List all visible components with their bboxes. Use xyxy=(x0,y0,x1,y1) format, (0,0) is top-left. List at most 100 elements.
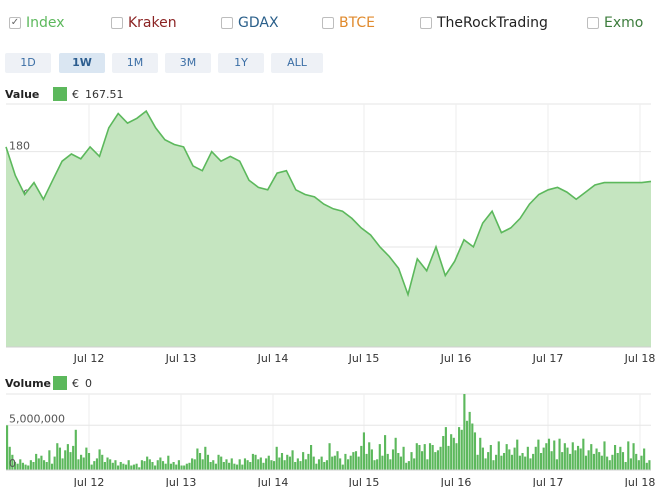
volume-bar xyxy=(77,459,80,470)
volume-bar xyxy=(632,443,635,470)
volume-bar xyxy=(27,465,30,470)
volume-bar xyxy=(516,439,519,470)
range-button-1m[interactable]: 1M xyxy=(112,53,158,73)
volume-bar xyxy=(175,464,178,470)
exchange-toggle-btce[interactable]: BTCE xyxy=(322,12,375,34)
volume-bar xyxy=(460,429,463,470)
volume-legend-title: Volume xyxy=(5,376,51,390)
volume-bar xyxy=(344,453,347,470)
volume-bar xyxy=(436,450,440,470)
volume-bar xyxy=(349,455,352,470)
volume-bar xyxy=(526,446,529,470)
volume-bar xyxy=(254,454,257,470)
range-button-1y[interactable]: 1Y xyxy=(218,53,264,73)
range-button-1d[interactable]: 1D xyxy=(5,53,51,73)
range-button-1w[interactable]: 1W xyxy=(59,53,105,73)
volume-bar xyxy=(296,458,299,470)
volume-legend-amount: 0 xyxy=(85,376,92,390)
volume-bar xyxy=(257,459,260,470)
volume-bar xyxy=(50,463,54,470)
checkbox-icon[interactable] xyxy=(111,17,123,29)
volume-bar xyxy=(103,462,106,470)
volume-legend-swatch xyxy=(53,376,67,390)
volume-bar xyxy=(320,456,323,470)
volume-bar xyxy=(169,463,173,470)
volume-bar xyxy=(518,455,521,470)
volume-bar xyxy=(95,458,99,470)
volume-bar xyxy=(542,447,545,470)
volume-bar xyxy=(143,461,146,470)
volume-bar xyxy=(130,465,133,470)
volume-legend-currency: € xyxy=(72,376,79,390)
checkbox-icon[interactable] xyxy=(322,17,334,29)
volume-bar xyxy=(563,443,566,470)
range-button-all[interactable]: ALL xyxy=(271,53,323,73)
volume-bar xyxy=(534,446,537,470)
volume-bar xyxy=(291,450,294,470)
exchange-toggle-therocktrading[interactable]: TheRockTrading xyxy=(420,12,548,34)
volume-bar xyxy=(80,454,83,470)
volume-bar xyxy=(35,453,38,470)
volume-bar xyxy=(159,457,162,470)
volume-bar xyxy=(613,445,617,470)
volume-bar xyxy=(595,448,598,470)
volume-bar xyxy=(127,460,130,470)
volume-bar xyxy=(603,441,606,470)
volume-bar xyxy=(48,450,51,470)
volume-bar xyxy=(550,451,553,470)
exchange-toggle-exmo[interactable]: Exmo xyxy=(587,12,643,34)
volume-bar xyxy=(193,459,196,470)
volume-bar xyxy=(360,445,363,470)
volume-bar xyxy=(616,453,619,470)
volume-bar xyxy=(373,460,376,470)
volume-bar xyxy=(228,462,231,470)
range-button-3m[interactable]: 3M xyxy=(165,53,211,73)
volume-bar xyxy=(275,446,278,470)
volume-bar xyxy=(323,462,326,470)
volume-bar xyxy=(286,454,289,470)
checkbox-checked-icon[interactable]: ✓ xyxy=(9,17,21,29)
volume-bar xyxy=(339,458,342,470)
volume-bar xyxy=(66,444,69,470)
exchange-label-kraken: Kraken xyxy=(128,15,177,31)
exchange-label-gdax: GDAX xyxy=(238,15,279,31)
volume-y-tick-label: 0 xyxy=(9,457,16,470)
volume-bar xyxy=(64,450,67,470)
checkbox-icon[interactable] xyxy=(221,17,233,29)
volume-bar xyxy=(161,461,165,470)
volume-bar xyxy=(87,453,91,470)
exchange-toggle-index[interactable]: ✓ Index xyxy=(9,12,65,34)
exchange-toggle-kraken[interactable]: Kraken xyxy=(111,12,177,34)
volume-bar xyxy=(611,454,614,470)
volume-bar xyxy=(11,454,14,470)
volume-bar xyxy=(471,423,474,470)
volume-bar xyxy=(243,458,247,470)
volume-bar xyxy=(246,460,249,470)
volume-bar xyxy=(82,457,85,470)
volume-bar xyxy=(196,448,199,470)
volume-bar xyxy=(394,437,397,470)
volume-bar xyxy=(465,420,469,470)
volume-bar xyxy=(389,459,392,470)
volume-bar xyxy=(627,441,630,470)
volume-bar xyxy=(452,437,455,470)
volume-bar xyxy=(368,442,371,470)
volume-bar xyxy=(191,458,194,470)
volume-bar xyxy=(648,460,651,470)
volume-bar xyxy=(117,465,120,470)
volume-bar xyxy=(122,463,125,470)
exchange-label-therocktrading: TheRockTrading xyxy=(437,15,548,31)
volume-bar xyxy=(180,465,183,470)
volume-bar xyxy=(381,455,384,470)
volume-bar xyxy=(590,444,593,470)
exchange-toggle-gdax[interactable]: GDAX xyxy=(221,12,279,34)
volume-bar xyxy=(619,446,622,470)
volume-bar xyxy=(600,455,603,470)
volume-bar xyxy=(124,464,128,470)
volume-bar xyxy=(545,443,548,470)
volume-chart[interactable]: 0 5,000,000 Jul 12 Jul 13 Jul 14 Jul 15 Jul 16… xyxy=(0,390,659,487)
checkbox-icon[interactable] xyxy=(587,17,599,29)
checkbox-icon[interactable] xyxy=(420,17,432,29)
value-legend-title: Value xyxy=(5,87,40,101)
